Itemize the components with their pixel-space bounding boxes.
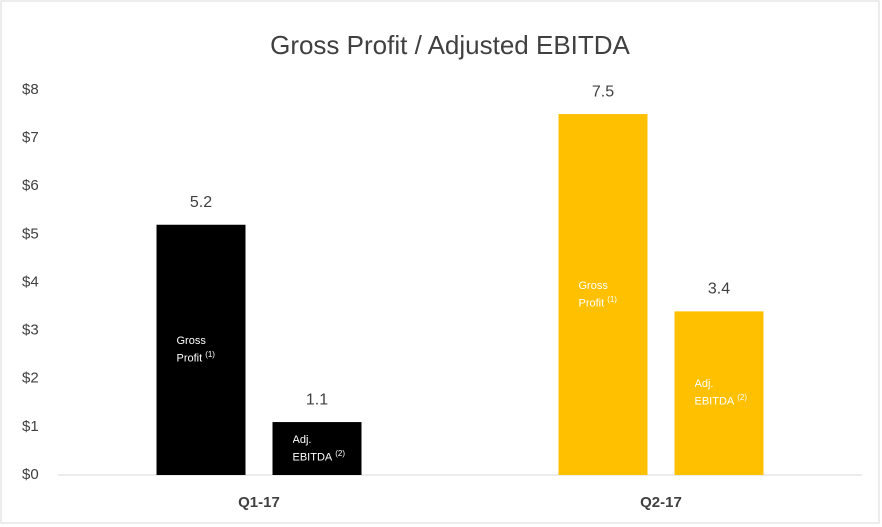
bar-series-label: Gross Profit (1) <box>579 279 639 311</box>
series-label: Gross Profit (1) <box>177 334 237 366</box>
series-name: Adj. EBITDA <box>694 378 735 408</box>
y-tick-label: $7 <box>22 129 39 146</box>
series-name: Gross Profit <box>176 334 206 365</box>
bar-series-label: Adj. EBITDA (2) <box>695 377 755 409</box>
x-tick-label: Q2-17 <box>640 494 682 511</box>
y-tick-label: $3 <box>22 322 39 339</box>
series-name: Adj. EBITDA <box>292 433 333 464</box>
data-label: 7.5 <box>592 83 614 100</box>
y-tick-label: $4 <box>22 273 39 290</box>
y-tick-label: $5 <box>22 225 39 242</box>
series-note: (2) <box>737 393 748 403</box>
bar-series-label: Adj. EBITDA (2) <box>293 433 353 465</box>
y-tick-label: $1 <box>22 418 39 435</box>
series-label: Adj. EBITDA (2) <box>695 377 755 409</box>
data-label: 1.1 <box>306 391 328 408</box>
series-note: (1) <box>607 294 617 304</box>
data-label: 3.4 <box>708 281 730 298</box>
bar <box>558 114 648 475</box>
series-name: Gross Profit <box>578 279 608 310</box>
y-tick-label: $0 <box>22 466 39 483</box>
x-tick-label: Q1-17 <box>238 494 280 511</box>
series-note: (1) <box>205 349 215 359</box>
y-tick-label: $2 <box>22 370 39 387</box>
bar <box>272 422 362 475</box>
chart-title: Gross Profit / Adjusted EBITDA <box>270 30 630 60</box>
data-label: 5.2 <box>190 194 212 211</box>
bar <box>156 224 246 475</box>
y-tick-label: $8 <box>22 81 39 98</box>
series-note: (2) <box>335 448 346 458</box>
bar <box>674 311 764 475</box>
bar-series-label: Gross Profit (1) <box>177 334 237 366</box>
series-label: Gross Profit (1) <box>579 279 639 311</box>
y-tick-label: $6 <box>22 177 39 194</box>
series-label: Adj. EBITDA (2) <box>293 433 353 465</box>
